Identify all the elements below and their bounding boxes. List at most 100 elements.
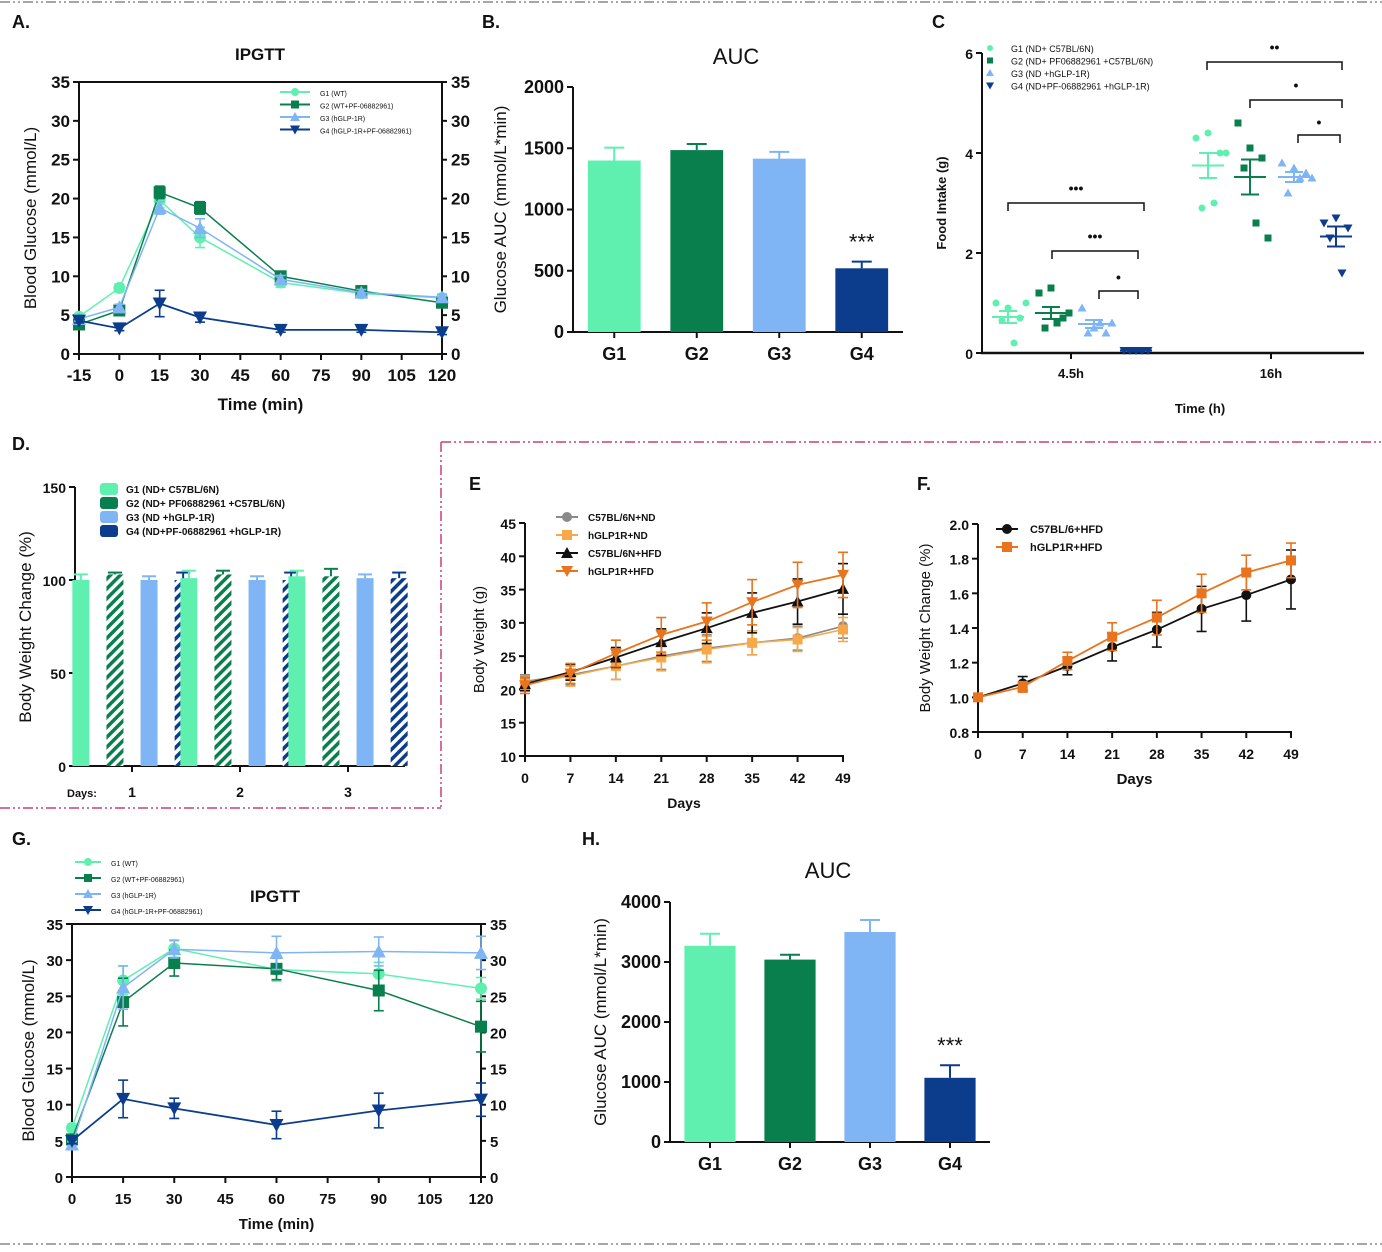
- y-tick-label: 0: [554, 322, 564, 342]
- data-point: [152, 200, 167, 214]
- legend: G1 (WT) G2 (WT+PF-06882961) G3 (hGLP-1R) G4…: [75, 858, 203, 916]
- data-point: [1204, 129, 1212, 137]
- bar-group-3: [140, 575, 158, 766]
- x-tick-label: 3: [344, 784, 352, 800]
- bar-g3: [844, 932, 896, 1142]
- legend-marker: [291, 88, 299, 96]
- significance-bracket: •••: [1007, 180, 1145, 211]
- significance-marker: ***: [849, 230, 875, 255]
- data-point: [193, 311, 207, 325]
- significance-marker: •••: [1088, 228, 1103, 244]
- data-point: [167, 942, 182, 956]
- data-point: [1258, 154, 1266, 162]
- x-tick-label: 105: [417, 1191, 442, 1208]
- significance-marker: •: [1317, 114, 1322, 130]
- data-point: [837, 569, 849, 581]
- data-point: [564, 668, 577, 680]
- data-point: [1289, 163, 1299, 172]
- x-tick-label: 90: [370, 1191, 387, 1208]
- chart-title: IPGTT: [250, 887, 301, 906]
- data-point: [168, 957, 181, 970]
- data-point: [656, 652, 667, 663]
- data-point: [112, 300, 127, 314]
- right-y-tick-label: 10: [451, 267, 470, 286]
- legend-label: G3 (hGLP-1R): [320, 116, 365, 123]
- right-y-tick-label: 10: [490, 1098, 507, 1115]
- y-tick-label: 15: [500, 716, 516, 732]
- series-3: [72, 200, 449, 326]
- legend-label: G3 (hGLP-1R): [111, 893, 156, 900]
- significance-marker: •••: [1069, 180, 1084, 196]
- y-tick-label: 3000: [621, 952, 661, 972]
- y-axis-label: Body Weight Change (%): [16, 531, 35, 723]
- series-line: [71, 962, 482, 1140]
- data-point: [153, 186, 166, 199]
- data-point: [1283, 188, 1293, 197]
- data-point: [1246, 144, 1254, 152]
- legend: G1 (ND+ C57BL/6N) G2 (ND+ PF06882961 +C57…: [100, 483, 285, 538]
- data-point: [113, 281, 126, 294]
- x-tick-label: 28: [1149, 746, 1165, 762]
- bar-group-3: [356, 573, 374, 766]
- legend-label: hGLP1R+HFD: [1030, 542, 1102, 554]
- y-tick-label: 1.8: [950, 552, 970, 568]
- series-2: [1035, 119, 1272, 332]
- data-point: [1222, 149, 1230, 157]
- y-tick-label: 35: [46, 917, 63, 934]
- series-line: [524, 574, 844, 687]
- x-tick-label: G2: [685, 344, 709, 364]
- bar-group-1: [180, 569, 198, 766]
- chart-panel-d: 0 50 100 150 1 2 3 Days: D. Body Weight Change (%…: [12, 434, 408, 800]
- chart-title: IPGTT: [235, 45, 286, 64]
- legend-marker: [1002, 542, 1012, 552]
- y-tick-label: 45: [500, 516, 516, 532]
- legend-label: G2 (ND+ PF06882961 +C57BL/6N): [126, 499, 285, 510]
- legend-swatch: [100, 525, 118, 537]
- y-tick-label: 0: [651, 1132, 661, 1152]
- right-y-tick-label: 25: [490, 989, 507, 1006]
- x-tick-label: 49: [1283, 746, 1299, 762]
- y-tick-label: 0: [61, 345, 70, 364]
- series-line: [71, 947, 482, 1129]
- y-tick-label: 1500: [524, 138, 564, 158]
- y-tick-label: 0: [965, 346, 973, 362]
- x-tick-label: 16h: [1260, 366, 1282, 381]
- bar: [288, 576, 306, 766]
- data-point: [273, 272, 288, 286]
- data-point: [1151, 612, 1162, 623]
- y-axis-label: Body Weight Change (%): [917, 544, 934, 713]
- y-tick-label: 2.0: [950, 517, 970, 533]
- y-tick-label: 0: [55, 1170, 63, 1187]
- data-point: [1319, 219, 1329, 228]
- x-tick-label: G1: [602, 344, 626, 364]
- data-point: [1216, 149, 1224, 157]
- data-point: [116, 980, 131, 994]
- legend-label: G1 (ND+ C57BL/6N): [1011, 44, 1094, 54]
- series-1: [992, 129, 1230, 347]
- y-axis-label: Blood Glucose (mmol/L): [19, 959, 38, 1141]
- data-point: [112, 322, 127, 336]
- bar-g1: [684, 945, 736, 1142]
- data-point: [1004, 304, 1012, 312]
- data-point: [1196, 588, 1207, 599]
- data-point: [1101, 328, 1111, 337]
- data-point: [1065, 309, 1073, 317]
- data-point: [1198, 204, 1206, 212]
- legend-label: G4 (hGLP-1R+PF-06882961): [111, 909, 203, 916]
- x-tick-label: 14: [608, 770, 624, 786]
- data-point: [72, 314, 86, 328]
- series-1: [73, 191, 448, 323]
- legend: C57BL/6N+ND hGLP1R+ND C57BL/6N+HFD hGLP1R+H…: [556, 512, 662, 578]
- chart-panel-g: 0 5 10 15 20 25 30 35 0 5 10 15 20 25 30 35 0 15 30 45 60 75 9…: [12, 829, 507, 1233]
- data-point: [1337, 269, 1347, 278]
- y-tick-label: 1.6: [950, 586, 970, 602]
- panel-label: E: [469, 474, 481, 494]
- legend-marker: [84, 858, 92, 866]
- x-tick-label: 75: [312, 366, 331, 385]
- x-tick-label: 49: [835, 770, 851, 786]
- right-y-tick-label: 20: [490, 1025, 507, 1042]
- x-tick-label: 0: [115, 366, 124, 385]
- y-tick-label: 0.8: [950, 725, 970, 741]
- chart-title: AUC: [713, 44, 760, 69]
